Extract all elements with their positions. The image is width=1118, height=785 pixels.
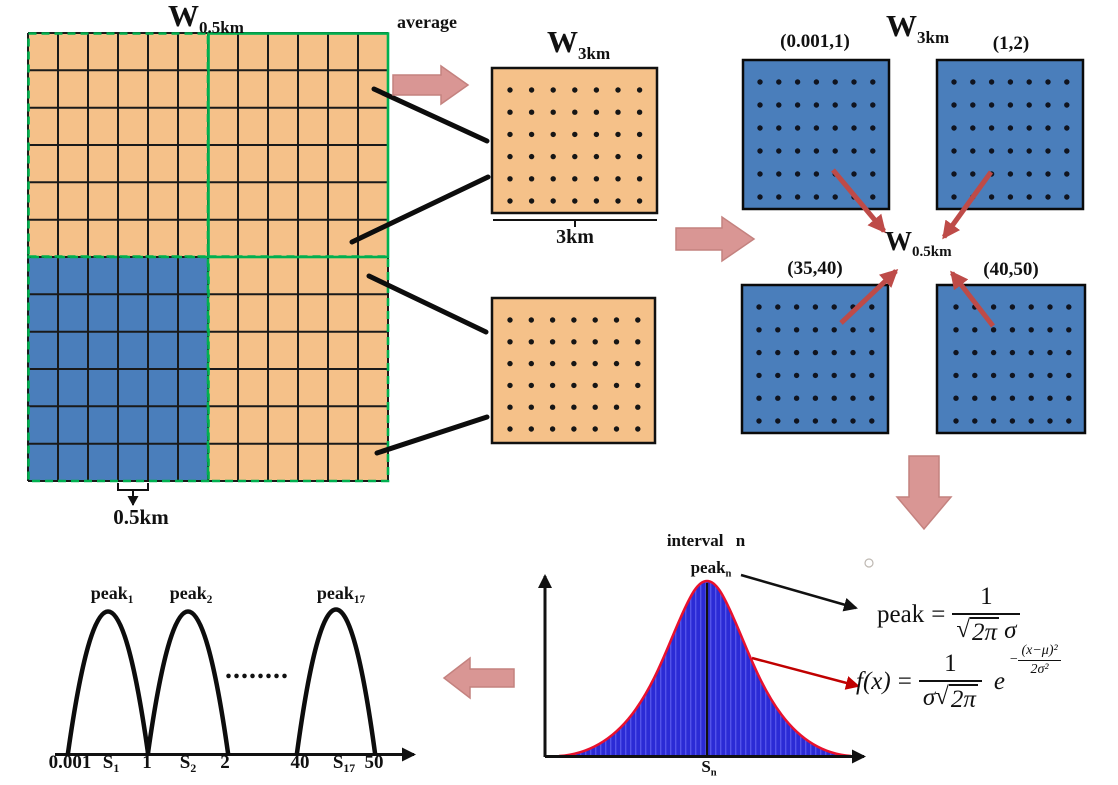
green-window-borders	[27, 32, 390, 483]
halfkm-grid	[27, 32, 390, 506]
to-intervals-arrow-right	[675, 215, 756, 263]
tick-s17: S17	[332, 752, 356, 776]
fx-formula-e: e	[993, 668, 1006, 695]
cell-size-bracket	[117, 483, 149, 491]
fx-formula-exponent: − (x−μ)² 2σ²	[1009, 643, 1061, 678]
peaks-ellipsis: ........	[225, 654, 289, 685]
interval-label-35-40: (35,40)	[787, 258, 843, 279]
fx-formula-lhs: f(x)	[856, 668, 891, 695]
to-peaks-arrow-left	[442, 656, 515, 700]
peak2-label: peak2	[169, 583, 213, 606]
interval-convergence-arrows	[831, 168, 995, 328]
fx-annotation-arrow	[751, 656, 860, 690]
peak17-label: peak17	[316, 583, 366, 606]
peak-n-label: peakn	[690, 558, 732, 580]
to-gauss-arrow-down	[895, 455, 953, 531]
tick-1: 1	[142, 752, 152, 773]
sn-axis-label: Sn	[701, 757, 717, 779]
halfkm-label: 0.5km	[113, 505, 169, 529]
fx-formula: f(x) = 1 σ √ 2π e − (x−μ)² 2σ²	[856, 643, 1061, 714]
arrow-from-0001-1	[831, 168, 886, 234]
peak-curve-17	[294, 607, 378, 756]
interval-label-40-50: (40,50)	[983, 259, 1039, 280]
dot-grid-a	[757, 79, 876, 200]
tick-50: 50	[364, 752, 384, 773]
peak-annotation-arrow	[740, 573, 858, 612]
window-top-right-solid	[207, 32, 390, 259]
interval-label-0001-1: (0.001,1)	[780, 31, 850, 52]
intervals-title: W3km	[886, 8, 950, 47]
peaks-chart	[55, 607, 416, 762]
interval-square-1-2	[935, 58, 1085, 211]
fx-formula-eq: =	[897, 668, 912, 695]
interval-square-40-50	[935, 283, 1087, 435]
dot-grid-d	[953, 304, 1072, 424]
w3km-windows	[490, 66, 659, 445]
arrow-from-40-50	[950, 270, 995, 328]
sqrt-symbol: √	[935, 683, 949, 710]
flow-arrows	[392, 64, 953, 700]
grid-title: W0.5km	[168, 0, 244, 37]
peak-formula-fraction: 1 √ 2π σ	[952, 583, 1021, 647]
peak-curves	[65, 607, 378, 756]
gauss-curve-outline	[558, 579, 852, 758]
artifact-circle	[864, 558, 874, 568]
w3km-title: W3km	[547, 24, 611, 63]
tick-0001: 0.001	[48, 752, 92, 773]
dot-grid-c	[756, 304, 875, 424]
fx-formula-fraction: 1 σ √ 2π	[918, 650, 982, 714]
tick-s2: S2	[179, 752, 197, 776]
peak-formula-eq: =	[931, 601, 946, 628]
arrow-from-35-40	[839, 268, 899, 325]
interval-n-label: interval n	[666, 531, 746, 550]
center-w05km-label: W0.5km	[885, 226, 952, 260]
average-arrow-right	[392, 64, 470, 106]
interval-label-1-2: (1,2)	[992, 33, 1030, 54]
sqrt-symbol: √	[956, 616, 971, 643]
interval-windows	[740, 58, 1087, 435]
tick-s1: S1	[102, 752, 120, 776]
arrow-from-1-2	[941, 170, 994, 240]
w3km-square-bottom	[490, 296, 657, 445]
average-label: average	[397, 12, 457, 32]
gauss-curve-fill	[559, 581, 851, 756]
peak-formula: peak = 1 √ 2π σ	[877, 583, 1021, 647]
peak-formula-lhs: peak	[877, 601, 925, 628]
peak-curve-1	[65, 609, 151, 756]
window-bottom-right-dashed	[207, 255, 390, 483]
peak-curve-2	[145, 609, 231, 756]
peak1-label: peak1	[90, 583, 134, 606]
dot-grid-bottom	[507, 317, 641, 432]
interval-square-0001-1	[741, 58, 891, 211]
threekm-label: 3km	[556, 226, 594, 248]
tick-40: 40	[290, 752, 310, 773]
dot-grid-b	[951, 79, 1070, 200]
grid-to-window-lines	[349, 86, 491, 456]
gauss-chart	[538, 558, 874, 764]
dot-grid-top	[507, 87, 643, 204]
tick-2: 2	[220, 752, 230, 773]
